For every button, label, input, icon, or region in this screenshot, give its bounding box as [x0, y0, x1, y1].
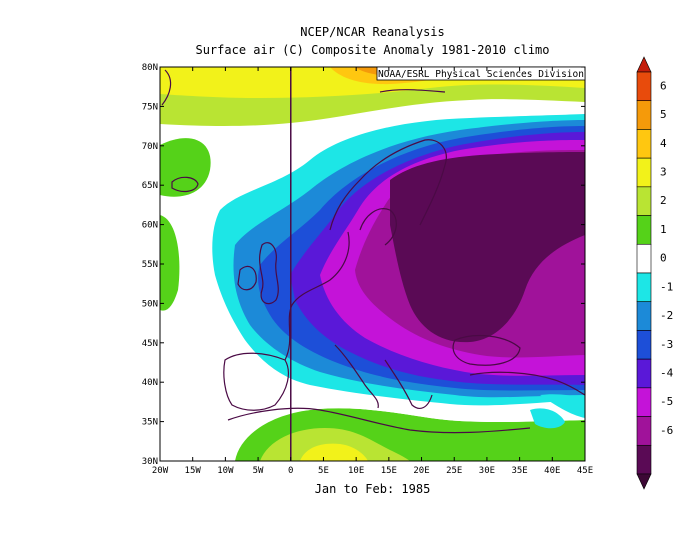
colorbar: 6 5 4 3 2 1 0 -1 -2 -3 -4 -5 -6 — [636, 56, 674, 490]
coastlines — [161, 69, 585, 434]
lon-tick-label: 20W — [152, 466, 169, 476]
lon-tick-label: 5W — [253, 466, 264, 476]
coast-iberia — [223, 352, 289, 411]
lon-tick-label: 10W — [217, 466, 234, 476]
lat-tick-label: 45N — [142, 339, 158, 349]
longitude-axis: 20W 15W 10W 5W 0 5E 10E 15E 20E 25E 30E 35E 40E 45E — [152, 67, 593, 476]
colorbar-swatch — [636, 129, 652, 159]
coast-ireland — [237, 265, 257, 291]
colorbar-cap-top — [636, 56, 652, 73]
lon-tick-label: 15W — [185, 466, 202, 476]
lon-tick-label: 40E — [544, 466, 560, 476]
anomaly-patch-cyprus — [530, 408, 565, 429]
coast-turkey — [469, 371, 585, 396]
lat-tick-label: 30N — [142, 457, 158, 467]
coast-scandinavia — [329, 139, 447, 231]
lon-tick-label: 0 — [288, 466, 293, 476]
colorbar-swatch — [636, 157, 652, 188]
lat-tick-label: 70N — [142, 142, 158, 152]
colorbar-label: 3 — [660, 166, 667, 179]
lon-tick-label: 35E — [511, 466, 527, 476]
anomaly-patch-west-mid — [160, 215, 180, 311]
coast-baltic — [359, 208, 397, 246]
colorbar-swatch — [636, 387, 652, 417]
chart-title-line2: Surface air (C) Composite Anomaly 1981-2… — [195, 43, 550, 57]
colorbar-swatch — [636, 215, 652, 245]
colorbar-label: -1 — [660, 280, 673, 293]
colorbar-swatch — [636, 272, 652, 303]
credit-text: NOAA/ESRL Physical Sciences Division — [378, 69, 584, 80]
lon-tick-label: 10E — [348, 466, 364, 476]
lat-tick-label: 40N — [142, 378, 158, 388]
colorbar-label: 5 — [660, 108, 667, 121]
lat-tick-label: 65N — [142, 181, 158, 191]
colorbar-label: 1 — [660, 223, 667, 236]
lon-tick-label: 45E — [577, 466, 593, 476]
colorbar-swatch — [636, 71, 652, 102]
credit-box — [376, 66, 586, 81]
anomaly-field — [160, 67, 585, 461]
coast-svalbard — [379, 89, 446, 93]
colorbar-swatch — [636, 358, 652, 389]
colorbar-label: -2 — [660, 309, 673, 322]
lat-tick-label: 50N — [142, 299, 158, 309]
anomaly-band-south-plus3 — [300, 443, 368, 461]
coast-britain — [259, 242, 279, 305]
colorbar-swatch — [636, 416, 652, 446]
anomaly-cold-core — [390, 152, 585, 343]
coast-iceland — [171, 176, 199, 193]
colorbar-swatch — [636, 243, 652, 274]
lat-tick-label: 75N — [142, 102, 158, 112]
lon-tick-label: 5E — [318, 466, 329, 476]
colorbar-label: 6 — [660, 79, 667, 92]
lon-tick-label: 15E — [381, 466, 397, 476]
anomaly-patch-east — [540, 394, 585, 418]
colorbar-swatch — [636, 100, 652, 130]
chart-title-line1: NCEP/NCAR Reanalysis — [300, 25, 445, 39]
coast-italy — [334, 344, 379, 409]
colorbar-swatch — [636, 186, 652, 216]
colorbar-swatch — [636, 330, 652, 360]
colorbar-label: -4 — [660, 367, 674, 380]
colorbar-label: -6 — [660, 424, 673, 437]
lon-tick-label: 25E — [446, 466, 462, 476]
lon-tick-label: 30E — [479, 466, 495, 476]
lat-tick-label: 60N — [142, 221, 158, 231]
colorbar-label: 0 — [660, 252, 667, 265]
latitude-axis: 80N 75N 70N 65N 60N 55N 50N 45N 40N 35N 30N — [142, 63, 585, 467]
colorbar-label: 2 — [660, 194, 667, 207]
colorbar-swatch — [636, 444, 652, 475]
coast-greenland — [161, 69, 172, 106]
colorbar-label: -5 — [660, 395, 673, 408]
lat-tick-label: 55N — [142, 260, 158, 270]
colorbar-cap-bottom — [636, 473, 652, 490]
coast-balkans — [384, 359, 433, 409]
lat-tick-label: 35N — [142, 418, 158, 428]
lat-tick-label: 80N — [142, 63, 158, 73]
colorbar-label: 4 — [660, 137, 667, 150]
lon-tick-label: 20E — [413, 466, 429, 476]
coast-north-africa — [227, 407, 531, 434]
colorbar-label: -3 — [660, 338, 673, 351]
coast-west-europe — [284, 231, 350, 361]
colorbar-swatch — [636, 301, 652, 331]
period-label: Jan to Feb: 1985 — [314, 482, 431, 496]
coast-black-sea — [452, 335, 521, 366]
